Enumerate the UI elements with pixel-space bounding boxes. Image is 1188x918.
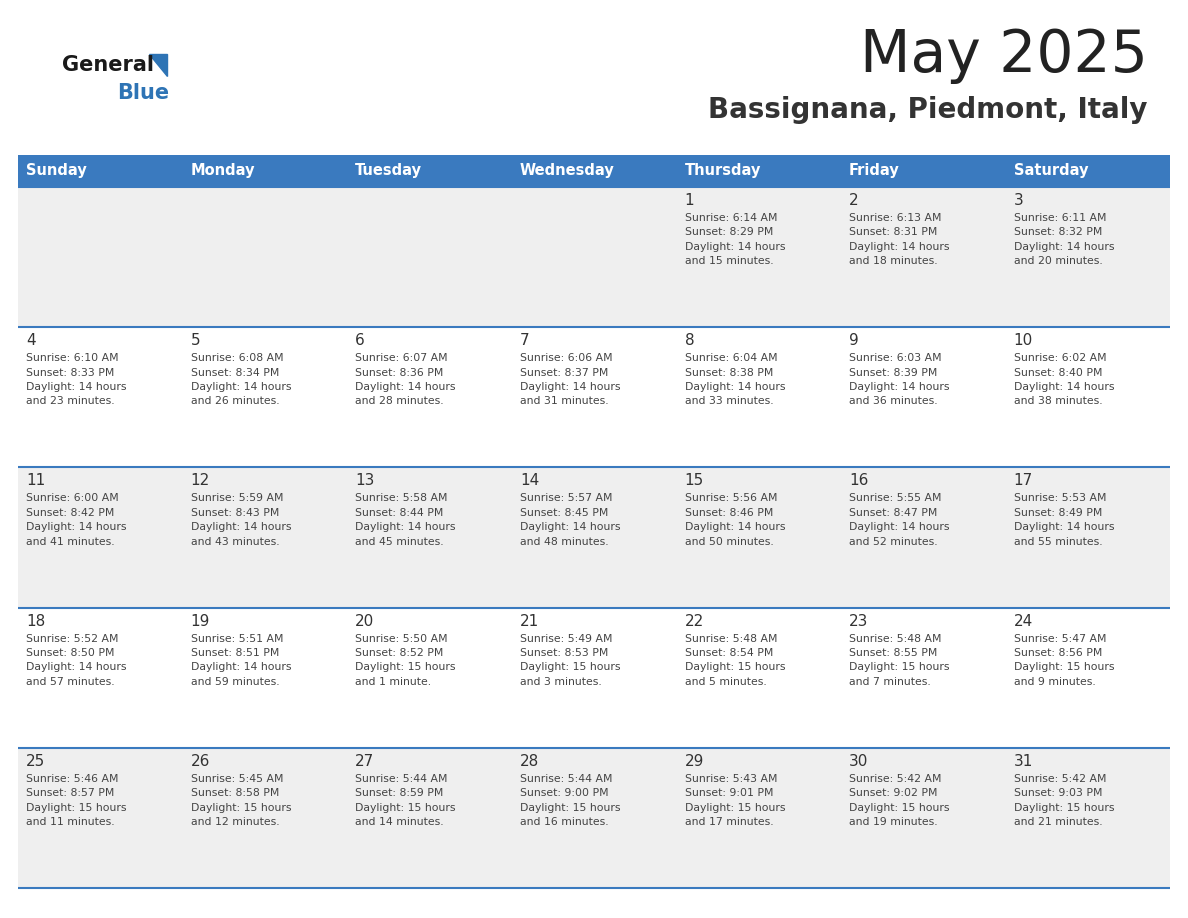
Bar: [18, 155, 183, 187]
Text: Blue: Blue: [116, 83, 169, 103]
Text: Sunrise: 6:08 AM
Sunset: 8:34 PM
Daylight: 14 hours
and 26 minutes.: Sunrise: 6:08 AM Sunset: 8:34 PM Dayligh…: [191, 353, 291, 407]
Bar: [18, 187, 1170, 327]
Bar: [18, 327, 1170, 467]
Text: 8: 8: [684, 333, 694, 348]
Text: 26: 26: [191, 754, 210, 768]
Text: Wednesday: Wednesday: [520, 163, 614, 178]
Text: Sunrise: 5:49 AM
Sunset: 8:53 PM
Daylight: 15 hours
and 3 minutes.: Sunrise: 5:49 AM Sunset: 8:53 PM Dayligh…: [520, 633, 620, 687]
Text: 19: 19: [191, 613, 210, 629]
Text: Sunrise: 6:03 AM
Sunset: 8:39 PM
Daylight: 14 hours
and 36 minutes.: Sunrise: 6:03 AM Sunset: 8:39 PM Dayligh…: [849, 353, 949, 407]
Text: Sunrise: 5:50 AM
Sunset: 8:52 PM
Daylight: 15 hours
and 1 minute.: Sunrise: 5:50 AM Sunset: 8:52 PM Dayligh…: [355, 633, 456, 687]
Text: Saturday: Saturday: [1013, 163, 1088, 178]
Text: Sunrise: 6:02 AM
Sunset: 8:40 PM
Daylight: 14 hours
and 38 minutes.: Sunrise: 6:02 AM Sunset: 8:40 PM Dayligh…: [1013, 353, 1114, 407]
Text: 25: 25: [26, 754, 45, 768]
Text: 5: 5: [191, 333, 201, 348]
Text: Sunrise: 6:00 AM
Sunset: 8:42 PM
Daylight: 14 hours
and 41 minutes.: Sunrise: 6:00 AM Sunset: 8:42 PM Dayligh…: [26, 493, 127, 546]
Text: 13: 13: [355, 474, 374, 488]
Text: 6: 6: [355, 333, 365, 348]
Bar: [512, 155, 676, 187]
Text: 29: 29: [684, 754, 703, 768]
Text: Sunrise: 5:42 AM
Sunset: 9:02 PM
Daylight: 15 hours
and 19 minutes.: Sunrise: 5:42 AM Sunset: 9:02 PM Dayligh…: [849, 774, 949, 827]
Text: Sunrise: 5:59 AM
Sunset: 8:43 PM
Daylight: 14 hours
and 43 minutes.: Sunrise: 5:59 AM Sunset: 8:43 PM Dayligh…: [191, 493, 291, 546]
Text: Sunrise: 5:47 AM
Sunset: 8:56 PM
Daylight: 15 hours
and 9 minutes.: Sunrise: 5:47 AM Sunset: 8:56 PM Dayligh…: [1013, 633, 1114, 687]
Text: Sunrise: 5:48 AM
Sunset: 8:54 PM
Daylight: 15 hours
and 5 minutes.: Sunrise: 5:48 AM Sunset: 8:54 PM Dayligh…: [684, 633, 785, 687]
Text: Sunrise: 6:07 AM
Sunset: 8:36 PM
Daylight: 14 hours
and 28 minutes.: Sunrise: 6:07 AM Sunset: 8:36 PM Dayligh…: [355, 353, 456, 407]
Text: Sunrise: 5:42 AM
Sunset: 9:03 PM
Daylight: 15 hours
and 21 minutes.: Sunrise: 5:42 AM Sunset: 9:03 PM Dayligh…: [1013, 774, 1114, 827]
Text: 18: 18: [26, 613, 45, 629]
Text: 10: 10: [1013, 333, 1032, 348]
Text: 11: 11: [26, 474, 45, 488]
Bar: [18, 467, 1170, 608]
Text: Sunrise: 5:51 AM
Sunset: 8:51 PM
Daylight: 14 hours
and 59 minutes.: Sunrise: 5:51 AM Sunset: 8:51 PM Dayligh…: [191, 633, 291, 687]
Bar: [841, 155, 1005, 187]
Text: 24: 24: [1013, 613, 1032, 629]
Text: Sunrise: 6:06 AM
Sunset: 8:37 PM
Daylight: 14 hours
and 31 minutes.: Sunrise: 6:06 AM Sunset: 8:37 PM Dayligh…: [520, 353, 620, 407]
Text: 30: 30: [849, 754, 868, 768]
Text: Sunrise: 5:53 AM
Sunset: 8:49 PM
Daylight: 14 hours
and 55 minutes.: Sunrise: 5:53 AM Sunset: 8:49 PM Dayligh…: [1013, 493, 1114, 546]
Text: Sunrise: 6:11 AM
Sunset: 8:32 PM
Daylight: 14 hours
and 20 minutes.: Sunrise: 6:11 AM Sunset: 8:32 PM Dayligh…: [1013, 213, 1114, 266]
Text: 15: 15: [684, 474, 703, 488]
Text: 7: 7: [520, 333, 530, 348]
Bar: [183, 155, 347, 187]
Bar: [1005, 155, 1170, 187]
Text: Sunrise: 6:14 AM
Sunset: 8:29 PM
Daylight: 14 hours
and 15 minutes.: Sunrise: 6:14 AM Sunset: 8:29 PM Dayligh…: [684, 213, 785, 266]
Text: 28: 28: [520, 754, 539, 768]
Text: 1: 1: [684, 193, 694, 208]
Text: Tuesday: Tuesday: [355, 163, 423, 178]
Text: 17: 17: [1013, 474, 1032, 488]
Text: 3: 3: [1013, 193, 1023, 208]
Text: Bassignana, Piedmont, Italy: Bassignana, Piedmont, Italy: [708, 96, 1148, 124]
Text: Sunrise: 5:52 AM
Sunset: 8:50 PM
Daylight: 14 hours
and 57 minutes.: Sunrise: 5:52 AM Sunset: 8:50 PM Dayligh…: [26, 633, 127, 687]
Text: Sunrise: 5:44 AM
Sunset: 9:00 PM
Daylight: 15 hours
and 16 minutes.: Sunrise: 5:44 AM Sunset: 9:00 PM Dayligh…: [520, 774, 620, 827]
Text: 21: 21: [520, 613, 539, 629]
Text: Sunrise: 5:57 AM
Sunset: 8:45 PM
Daylight: 14 hours
and 48 minutes.: Sunrise: 5:57 AM Sunset: 8:45 PM Dayligh…: [520, 493, 620, 546]
Bar: [347, 155, 512, 187]
Text: Sunday: Sunday: [26, 163, 87, 178]
Text: Sunrise: 5:48 AM
Sunset: 8:55 PM
Daylight: 15 hours
and 7 minutes.: Sunrise: 5:48 AM Sunset: 8:55 PM Dayligh…: [849, 633, 949, 687]
Text: Monday: Monday: [191, 163, 255, 178]
Text: 20: 20: [355, 613, 374, 629]
Text: Thursday: Thursday: [684, 163, 760, 178]
Polygon shape: [148, 54, 168, 76]
Text: Sunrise: 6:13 AM
Sunset: 8:31 PM
Daylight: 14 hours
and 18 minutes.: Sunrise: 6:13 AM Sunset: 8:31 PM Dayligh…: [849, 213, 949, 266]
Text: General: General: [62, 55, 154, 75]
Text: Sunrise: 6:04 AM
Sunset: 8:38 PM
Daylight: 14 hours
and 33 minutes.: Sunrise: 6:04 AM Sunset: 8:38 PM Dayligh…: [684, 353, 785, 407]
Text: Sunrise: 5:44 AM
Sunset: 8:59 PM
Daylight: 15 hours
and 14 minutes.: Sunrise: 5:44 AM Sunset: 8:59 PM Dayligh…: [355, 774, 456, 827]
Text: Friday: Friday: [849, 163, 899, 178]
Text: 4: 4: [26, 333, 36, 348]
Text: Sunrise: 5:56 AM
Sunset: 8:46 PM
Daylight: 14 hours
and 50 minutes.: Sunrise: 5:56 AM Sunset: 8:46 PM Dayligh…: [684, 493, 785, 546]
Text: 2: 2: [849, 193, 859, 208]
Text: Sunrise: 5:43 AM
Sunset: 9:01 PM
Daylight: 15 hours
and 17 minutes.: Sunrise: 5:43 AM Sunset: 9:01 PM Dayligh…: [684, 774, 785, 827]
Text: 16: 16: [849, 474, 868, 488]
Text: Sunrise: 5:55 AM
Sunset: 8:47 PM
Daylight: 14 hours
and 52 minutes.: Sunrise: 5:55 AM Sunset: 8:47 PM Dayligh…: [849, 493, 949, 546]
Text: 23: 23: [849, 613, 868, 629]
Bar: [676, 155, 841, 187]
Text: 12: 12: [191, 474, 210, 488]
Text: 31: 31: [1013, 754, 1034, 768]
Text: May 2025: May 2025: [860, 27, 1148, 84]
Text: Sunrise: 5:46 AM
Sunset: 8:57 PM
Daylight: 15 hours
and 11 minutes.: Sunrise: 5:46 AM Sunset: 8:57 PM Dayligh…: [26, 774, 127, 827]
Bar: [18, 748, 1170, 888]
Bar: [18, 608, 1170, 748]
Text: Sunrise: 5:45 AM
Sunset: 8:58 PM
Daylight: 15 hours
and 12 minutes.: Sunrise: 5:45 AM Sunset: 8:58 PM Dayligh…: [191, 774, 291, 827]
Text: 22: 22: [684, 613, 703, 629]
Text: 9: 9: [849, 333, 859, 348]
Text: Sunrise: 6:10 AM
Sunset: 8:33 PM
Daylight: 14 hours
and 23 minutes.: Sunrise: 6:10 AM Sunset: 8:33 PM Dayligh…: [26, 353, 127, 407]
Text: 14: 14: [520, 474, 539, 488]
Text: 27: 27: [355, 754, 374, 768]
Text: Sunrise: 5:58 AM
Sunset: 8:44 PM
Daylight: 14 hours
and 45 minutes.: Sunrise: 5:58 AM Sunset: 8:44 PM Dayligh…: [355, 493, 456, 546]
